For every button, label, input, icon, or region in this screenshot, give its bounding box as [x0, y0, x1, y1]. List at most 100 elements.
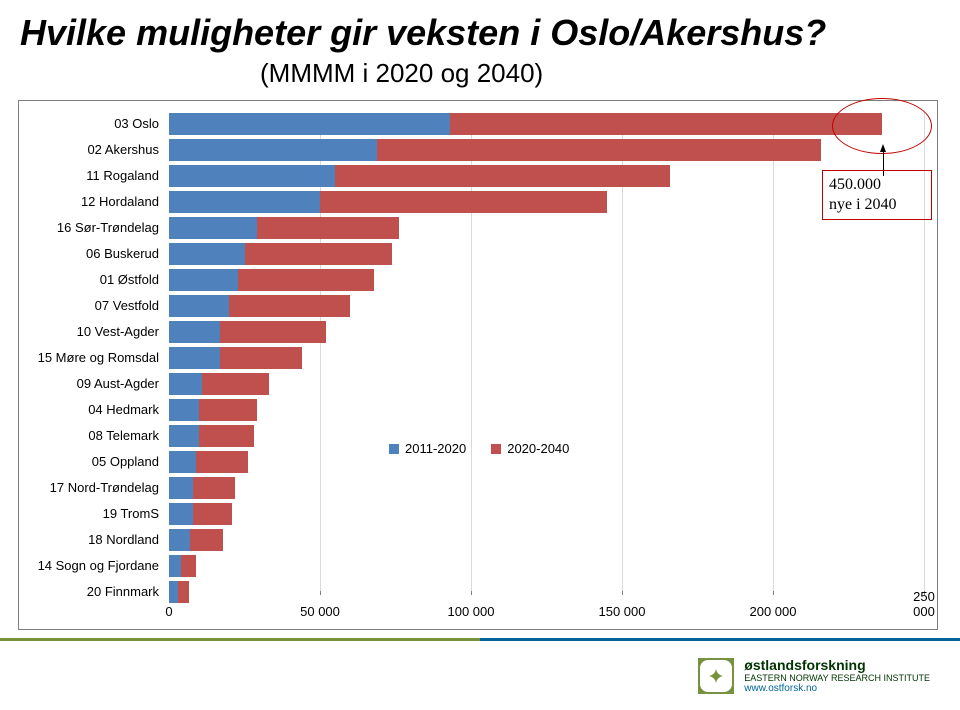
- org-name-en: EASTERN NORWAY RESEARCH INSTITUTE: [744, 673, 930, 683]
- bar-segment-1: [169, 451, 196, 473]
- bar-row: 18 Nordland: [169, 529, 922, 551]
- org-url: www.ostforsk.no: [744, 683, 930, 694]
- bar-row: 20 Finnmark: [169, 581, 922, 603]
- category-label: 07 Vestfold: [19, 298, 159, 313]
- legend: 2011-2020 2020-2040: [389, 441, 569, 456]
- bar-segment-1: [169, 477, 193, 499]
- bar-segment-2: [196, 451, 247, 473]
- category-label: 17 Nord-Trøndelag: [19, 480, 159, 495]
- legend-item-1: 2011-2020: [389, 441, 466, 456]
- callout-box: 450.000 nye i 2040: [822, 170, 932, 220]
- axis-tick-label: 150 000: [599, 604, 646, 619]
- callout-line1: 450.000: [829, 176, 881, 193]
- bar-segment-2: [238, 269, 374, 291]
- category-label: 05 Oppland: [19, 454, 159, 469]
- category-label: 09 Aust-Agder: [19, 376, 159, 391]
- category-label: 08 Telemark: [19, 428, 159, 443]
- axis-tick-label: 50 000: [300, 604, 340, 619]
- slide: Hvilke muligheter gir veksten i Oslo/Ake…: [0, 0, 960, 710]
- bar-row: 01 Østfold: [169, 269, 922, 291]
- category-label: 19 TromS: [19, 506, 159, 521]
- bar-segment-2: [193, 503, 232, 525]
- org-name: østlandsforskning: [744, 658, 930, 673]
- category-label: 18 Nordland: [19, 532, 159, 547]
- axis-tick-label: 0: [165, 604, 172, 619]
- bar-segment-2: [377, 139, 821, 161]
- category-label: 10 Vest-Agder: [19, 324, 159, 339]
- bar-row: 09 Aust-Agder: [169, 373, 922, 395]
- bar-segment-1: [169, 581, 178, 603]
- category-label: 14 Sogn og Fjordane: [19, 558, 159, 573]
- bar-segment-1: [169, 399, 199, 421]
- legend-label-2: 2020-2040: [507, 441, 569, 456]
- category-label: 03 Oslo: [19, 116, 159, 131]
- bar-segment-1: [169, 373, 202, 395]
- category-label: 04 Hedmark: [19, 402, 159, 417]
- footer: østlandsforskning EASTERN NORWAY RESEARC…: [0, 638, 960, 710]
- bar-segment-2: [320, 191, 607, 213]
- bar-row: 04 Hedmark: [169, 399, 922, 421]
- bar-segment-1: [169, 295, 229, 317]
- callout-line2: nye i 2040: [829, 196, 897, 213]
- bar-segment-1: [169, 269, 238, 291]
- bar-row: 06 Buskerud: [169, 243, 922, 265]
- bar-segment-2: [450, 113, 882, 135]
- bar-segment-2: [335, 165, 670, 187]
- footer-divider: [0, 638, 960, 641]
- bar-segment-1: [169, 217, 257, 239]
- axis-tick-label: 100 000: [448, 604, 495, 619]
- chart-frame: 050 000100 000150 000200 000250 00003 Os…: [18, 100, 938, 630]
- legend-label-1: 2011-2020: [405, 441, 466, 456]
- bar-segment-2: [199, 425, 253, 447]
- bar-segment-1: [169, 529, 190, 551]
- category-label: 16 Sør-Trøndelag: [19, 220, 159, 235]
- logo-text-block: østlandsforskning EASTERN NORWAY RESEARC…: [744, 658, 930, 694]
- bar-row: 16 Sør-Trøndelag: [169, 217, 922, 239]
- bar-segment-1: [169, 347, 220, 369]
- bar-row: 12 Hordaland: [169, 191, 922, 213]
- bar-segment-1: [169, 165, 335, 187]
- category-label: 20 Finnmark: [19, 584, 159, 599]
- bar-segment-1: [169, 191, 320, 213]
- bar-segment-2: [220, 347, 302, 369]
- bar-segment-2: [257, 217, 399, 239]
- category-label: 11 Rogaland: [19, 168, 159, 183]
- bar-segment-2: [245, 243, 393, 265]
- logo-mark: [698, 658, 734, 694]
- bar-segment-2: [178, 581, 189, 603]
- bar-row: 02 Akershus: [169, 139, 922, 161]
- bar-segment-2: [181, 555, 196, 577]
- bar-row: 15 Møre og Romsdal: [169, 347, 922, 369]
- bar-row: 17 Nord-Trøndelag: [169, 477, 922, 499]
- bar-segment-2: [190, 529, 223, 551]
- slide-title: Hvilke muligheter gir veksten i Oslo/Ake…: [20, 12, 826, 54]
- bar-segment-1: [169, 321, 220, 343]
- bar-segment-1: [169, 243, 245, 265]
- bar-segment-1: [169, 113, 450, 135]
- legend-swatch-1: [389, 444, 399, 454]
- category-label: 06 Buskerud: [19, 246, 159, 261]
- bar-row: 07 Vestfold: [169, 295, 922, 317]
- bar-row: 14 Sogn og Fjordane: [169, 555, 922, 577]
- bar-segment-1: [169, 555, 181, 577]
- legend-item-2: 2020-2040: [491, 441, 569, 456]
- category-label: 01 Østfold: [19, 272, 159, 287]
- bar-segment-1: [169, 425, 199, 447]
- bar-row: 03 Oslo: [169, 113, 922, 135]
- bar-segment-2: [199, 399, 256, 421]
- footer-line-blue: [480, 638, 960, 641]
- footer-logo: østlandsforskning EASTERN NORWAY RESEARC…: [698, 658, 930, 694]
- bar-segment-1: [169, 503, 193, 525]
- bar-segment-2: [202, 373, 268, 395]
- legend-swatch-2: [491, 444, 501, 454]
- axis-tick-label: 200 000: [750, 604, 797, 619]
- bar-segment-2: [193, 477, 235, 499]
- bar-row: 10 Vest-Agder: [169, 321, 922, 343]
- category-label: 12 Hordaland: [19, 194, 159, 209]
- slide-subtitle: (MMMM i 2020 og 2040): [260, 58, 543, 89]
- category-label: 02 Akershus: [19, 142, 159, 157]
- footer-line-green: [0, 638, 480, 641]
- bar-segment-1: [169, 139, 377, 161]
- bar-segment-2: [220, 321, 326, 343]
- bar-segment-2: [229, 295, 350, 317]
